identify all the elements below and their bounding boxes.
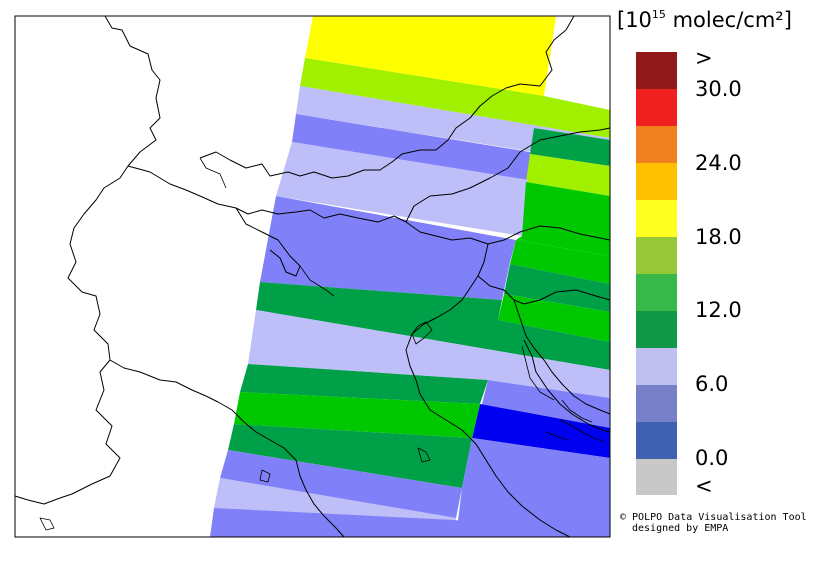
- credit-line-1: © POLPO Data Visualisation Tool: [620, 512, 807, 523]
- colorbar-tick-label: 6.0: [695, 372, 729, 396]
- swath-band: [240, 364, 488, 404]
- colorbar-bin: [636, 458, 677, 496]
- colorbar-bin: [636, 421, 677, 459]
- swath-band: [248, 310, 610, 398]
- swath-band: [256, 282, 610, 370]
- colorbar-bin: [636, 125, 677, 164]
- credit-line-2: designed by EMPA: [632, 523, 729, 534]
- colorbar-bin: [636, 162, 677, 201]
- colorbar-tick-label: >: [695, 46, 713, 70]
- colorbar-tick-label: 12.0: [695, 298, 742, 322]
- swath-band: [305, 16, 556, 96]
- swath-band: [210, 508, 610, 537]
- swath-band: [276, 142, 528, 236]
- colorbar-tick-label: 30.0: [695, 77, 742, 101]
- colorbar-title-prefix: [10: [617, 8, 652, 32]
- swath-band: [296, 86, 610, 152]
- colorbar-title-unit: molec/cm²]: [665, 8, 792, 32]
- swath-band: [498, 294, 610, 342]
- colorbar-bin: [636, 384, 677, 422]
- swath-band: [228, 424, 472, 488]
- swath-band: [260, 196, 516, 300]
- colorbar-bin: [636, 88, 677, 127]
- swath-band: [220, 450, 462, 518]
- colorbar-bin: [636, 310, 677, 348]
- colorbar-bin: [636, 236, 677, 274]
- swath-band: [516, 182, 610, 256]
- satellite-swath: [210, 16, 610, 537]
- colorbar-title-exponent: 15: [651, 8, 666, 21]
- colorbar-bin: [636, 52, 677, 90]
- swath-band: [510, 240, 610, 284]
- swath-band: [234, 392, 480, 438]
- swath-band: [300, 58, 610, 138]
- country-borders: [14, 15, 611, 538]
- colorbar-tick-label: 24.0: [695, 151, 742, 175]
- colorbar-tick-label: 18.0: [695, 225, 742, 249]
- colorbar-title: [1015 molec/cm²]: [617, 8, 792, 32]
- swath-band: [292, 114, 530, 180]
- map-frame: [14, 15, 611, 538]
- colorbar-bin: [636, 273, 677, 311]
- colorbar-bin: [636, 199, 677, 238]
- swath-band: [472, 404, 610, 458]
- colorbar-bin: [636, 347, 677, 385]
- colorbar-tick-label: <: [695, 474, 713, 498]
- swath-band: [504, 264, 610, 312]
- swath-band: [456, 438, 610, 537]
- colorbar-tick-label: 0.0: [695, 446, 729, 470]
